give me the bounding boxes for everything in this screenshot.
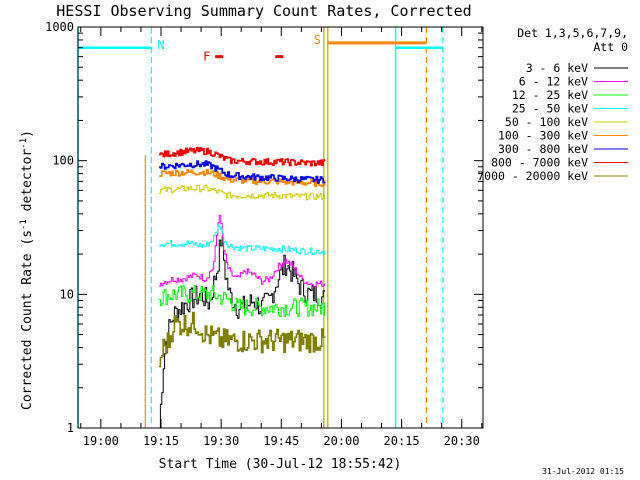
legend-label-8: 800 - 7000 keV	[491, 156, 588, 170]
plot-area: N F S	[77, 27, 444, 429]
legend-label-3: 12 - 25 keV	[512, 88, 588, 102]
series-line-9	[159, 311, 326, 368]
y-axis-label-mid: detector	[20, 149, 35, 220]
y-axis-label: Corrected Count Rate (s-1 detector-1)	[19, 130, 35, 410]
x-tick-label: 20:00	[323, 434, 359, 448]
legend-label-1: 3 - 6 keV	[526, 61, 588, 75]
night-label: N	[157, 38, 164, 52]
x-tick-label: 20:30	[444, 434, 480, 448]
y-tick-label: 100	[52, 154, 74, 168]
x-tick-label: 19:15	[143, 434, 179, 448]
legend-label-6: 100 - 300 keV	[498, 129, 588, 143]
legend-label-9: 7000 - 20000 keV	[477, 169, 588, 183]
saa-label: S	[314, 33, 321, 47]
x-axis: 19:00 19:15 19:30 19:45 20:00 20:15 20:30	[80, 27, 483, 448]
x-tick-label: 19:45	[263, 434, 299, 448]
y-axis: 1 10 100 1000	[45, 20, 483, 435]
legend-label-5: 50 - 100 keV	[505, 115, 588, 129]
chart-title: HESSI Observing Summary Count Rates, Cor…	[56, 2, 471, 20]
x-axis-label: Start Time (30-Jul-12 18:55:42)	[159, 457, 402, 472]
series-line-6	[159, 168, 326, 188]
series-line-7	[159, 160, 326, 184]
y-axis-label-sup1: -1	[19, 219, 29, 230]
y-tick-label: 1	[67, 421, 74, 435]
y-axis-label-end: )	[20, 130, 35, 138]
timestamp: 31-Jul-2012 01:15	[542, 467, 624, 476]
y-tick-label: 1000	[45, 20, 74, 34]
y-axis-label-main: Corrected Count Rate (s	[20, 230, 35, 410]
x-tick-label: 19:30	[203, 434, 239, 448]
marker-bars: N F S	[78, 33, 443, 64]
flare-label: F	[203, 50, 210, 64]
series-line-2	[159, 214, 326, 288]
series-line-4	[159, 224, 326, 255]
legend-title-1: Det 1,3,5,6,7,9,	[517, 26, 628, 40]
series-line-8	[159, 147, 326, 167]
guide-lines	[77, 27, 444, 428]
series-lines	[159, 147, 326, 429]
series-line-5	[159, 184, 326, 201]
x-tick-label: 19:00	[83, 434, 119, 448]
x-tick-label: 20:15	[384, 434, 420, 448]
legend-label-4: 25 - 50 keV	[512, 102, 588, 116]
plot-frame	[77, 26, 484, 429]
legend-label-2: 6 - 12 keV	[519, 75, 588, 89]
y-tick-label: 10	[60, 287, 74, 301]
legend-label-7: 300 - 800 keV	[498, 142, 588, 156]
y-axis-label-sup2: -1	[19, 138, 29, 149]
legend-title-2: Att 0	[593, 40, 628, 54]
series-line-3	[159, 285, 326, 318]
